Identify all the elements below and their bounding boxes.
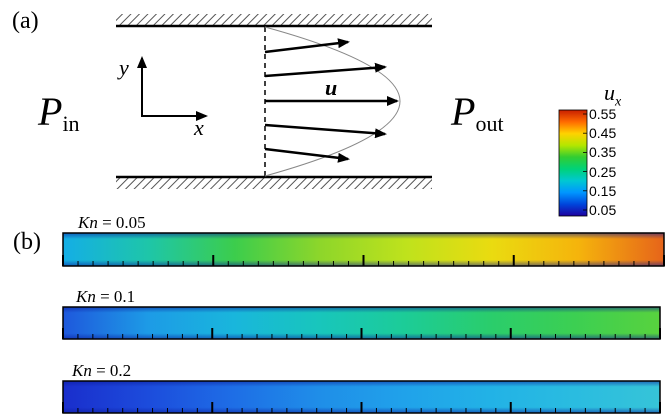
panel-label-a: (a)	[12, 8, 39, 34]
kn-symbol-1: Kn	[78, 213, 98, 232]
inlet-pressure-label: Pin	[38, 88, 80, 137]
kn-symbol-2: Kn	[76, 287, 96, 306]
top-wall-hatch	[116, 14, 432, 26]
y-axis-label: y	[119, 55, 129, 80]
velocity-arrow-2	[264, 62, 387, 78]
kn-value-1: = 0.05	[97, 213, 146, 232]
colorbar-title-subscript: x	[615, 94, 622, 110]
colorbar-title-symbol: u	[604, 80, 615, 105]
velocity-arrow-4	[264, 123, 387, 139]
contour-strip	[62, 380, 661, 414]
velocity-arrow-5	[264, 147, 350, 163]
outlet-pressure-label: Pout	[451, 88, 504, 137]
kn-symbol-3: Kn	[72, 361, 92, 380]
kn-value-2: = 0.1	[95, 287, 136, 306]
inlet-pressure-symbol: P	[38, 89, 63, 134]
colorbar-tick-marks	[583, 113, 587, 211]
colorbar-tick-label: 0.55	[589, 106, 617, 122]
colorbar-title: ux	[604, 80, 621, 110]
colorbar-tick-label: 0.05	[589, 202, 617, 218]
inlet-pressure-subscript: in	[62, 111, 80, 136]
bottom-wall-hatch	[116, 177, 432, 189]
colorbar-tick-label: 0.35	[589, 144, 617, 161]
velocity-vector-label: u	[325, 75, 338, 100]
colorbar	[558, 109, 588, 217]
kn-label-1: Kn = 0.05	[78, 213, 146, 233]
kn-label-3: Kn = 0.2	[72, 361, 131, 381]
colorbar-tick-label: 0.45	[589, 125, 617, 142]
colorbar-tick-label: 0.25	[589, 163, 617, 180]
kn-value-3: = 0.2	[91, 361, 132, 380]
contour-strip	[62, 306, 661, 340]
x-axis-label: x	[194, 115, 204, 140]
contour-strip	[62, 232, 665, 267]
panel-label-b: (b)	[13, 229, 41, 255]
colorbar-tick-label: 0.15	[589, 182, 617, 199]
kn-label-2: Kn = 0.1	[76, 287, 135, 307]
velocity-arrow-1	[264, 38, 350, 54]
outlet-pressure-subscript: out	[475, 111, 504, 136]
outlet-pressure-symbol: P	[451, 89, 476, 134]
